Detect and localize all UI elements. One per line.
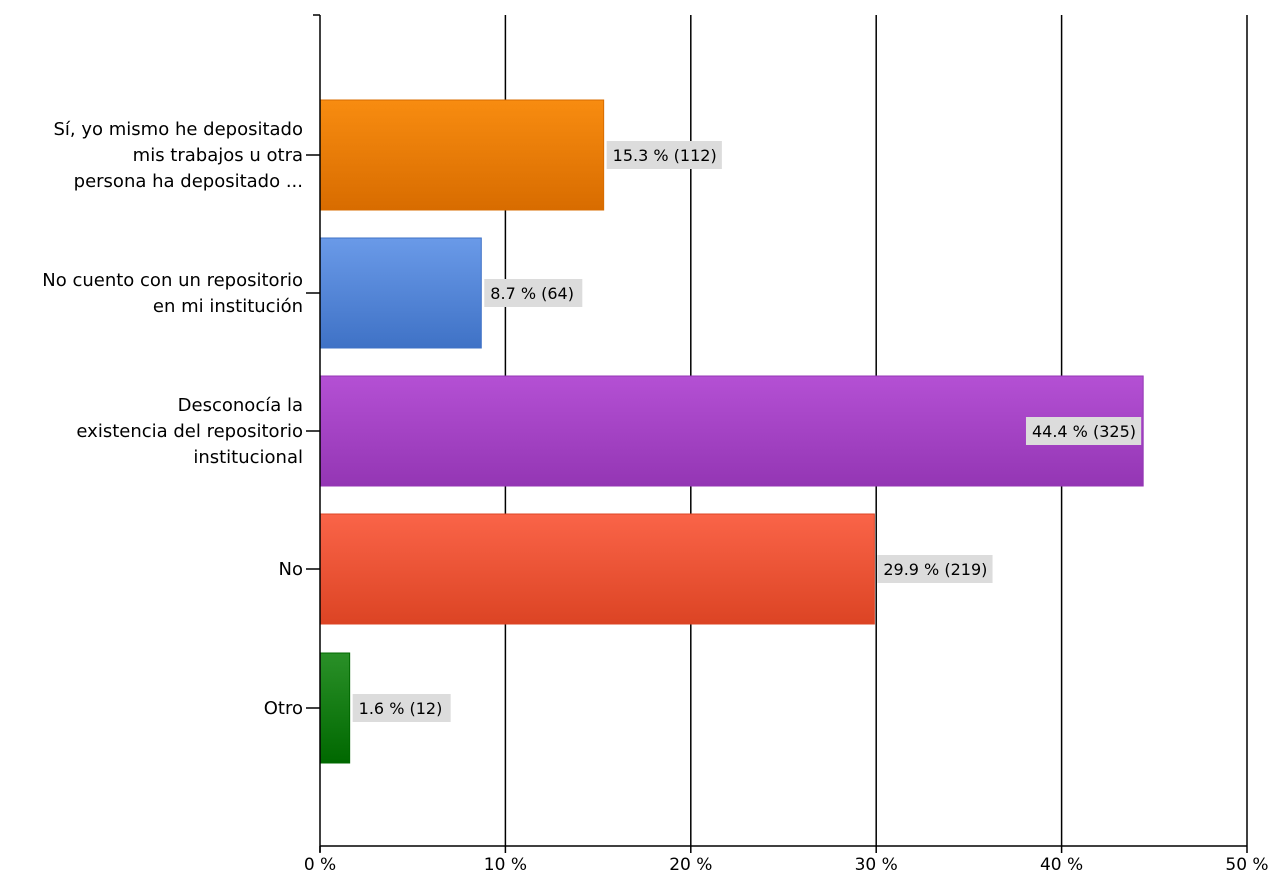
category-label-line: Sí, yo mismo he depositado: [54, 119, 304, 140]
data-label-bg: [352, 694, 451, 722]
category-label-line: mis trabajos u otra: [133, 145, 303, 166]
data-label-bg: [484, 279, 583, 307]
x-tick-label: 10 %: [484, 855, 527, 875]
data-label: 29.9 % (219): [883, 560, 987, 579]
bar-3: [319, 513, 875, 625]
data-label-bg: [606, 141, 722, 169]
category-label-line: en mi institución: [153, 296, 303, 317]
x-tick-label: 30 %: [855, 855, 898, 875]
category-label-line: Desconocía la: [178, 395, 303, 416]
category-label-line: Otro: [264, 698, 303, 719]
data-label-bg: [1025, 417, 1142, 445]
bar-4: [319, 652, 351, 764]
category-label-line: persona ha depositado ...: [74, 171, 303, 192]
bar-1: [319, 237, 482, 349]
data-label: 44.4 % (325): [1032, 422, 1136, 441]
bar-2: [319, 375, 1144, 487]
category-label: No: [279, 559, 303, 580]
x-tick-label: 40 %: [1040, 855, 1083, 875]
category-label-line: institucional: [193, 447, 303, 468]
data-label-bg: [877, 555, 993, 583]
bar-0: [319, 99, 605, 211]
category-label-line: existencia del repositorio: [76, 421, 303, 442]
category-label: Otro: [264, 698, 303, 719]
data-label: 1.6 % (12): [359, 699, 443, 718]
category-label-line: No: [279, 559, 303, 580]
category-label: Desconocía la existencia del repositorio i…: [76, 395, 303, 468]
data-label: 8.7 % (64): [490, 284, 574, 303]
x-tick-label: 50 %: [1225, 855, 1268, 875]
x-tick-label: 0 %: [304, 855, 336, 875]
category-label-line: No cuento con un repositorio: [42, 270, 303, 291]
data-label: 15.3 % (112): [613, 146, 717, 165]
category-label: Sí, yo mismo he depositado mis trabajos u…: [54, 119, 304, 192]
category-label: No cuento con un repositorio en mi instit…: [42, 270, 303, 317]
x-tick-label: 20 %: [669, 855, 712, 875]
